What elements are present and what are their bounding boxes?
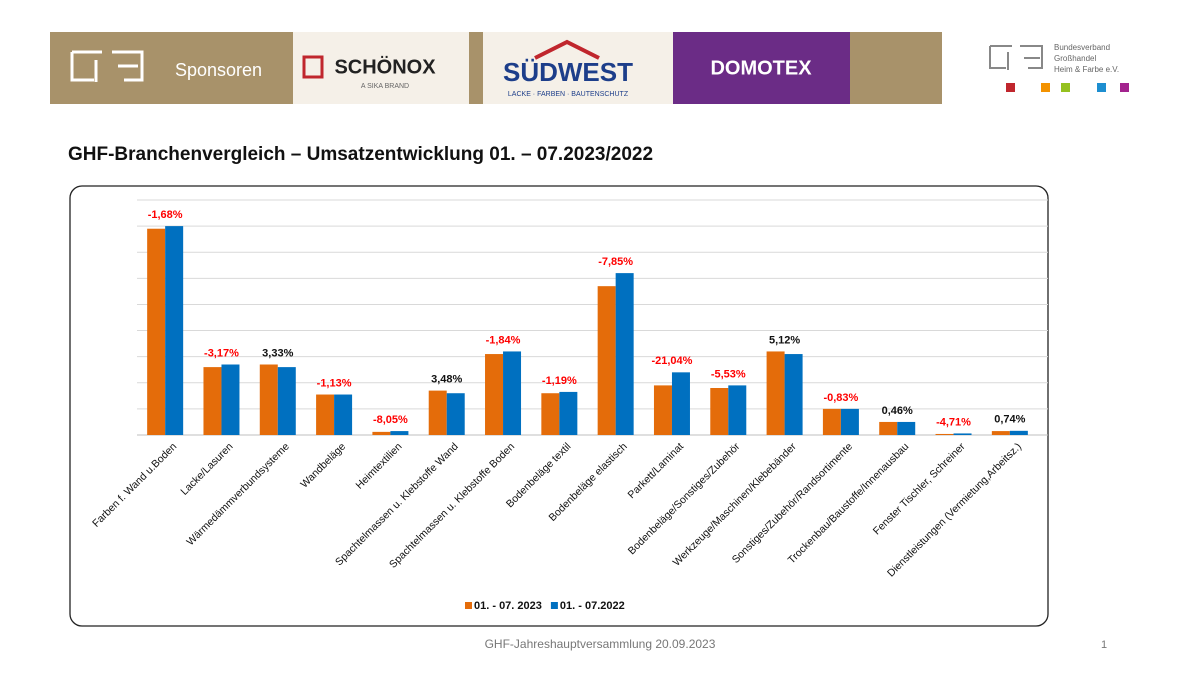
association-line: Bundesverband: [1054, 43, 1110, 52]
change-label: 3,33%: [262, 347, 293, 359]
bar: [615, 273, 634, 435]
change-label: -4,71%: [936, 416, 971, 428]
bar: [784, 354, 803, 435]
suedwest-logo: SÜDWEST: [503, 57, 633, 87]
color-square: [1041, 83, 1050, 92]
change-label: -3,17%: [204, 347, 239, 359]
ghf-logo-small: [989, 45, 1043, 70]
change-label: -1,19%: [542, 375, 577, 387]
change-label: 3,48%: [431, 374, 462, 386]
schoenox-sub: A SIKA BRAND: [361, 83, 409, 90]
bar: [203, 367, 222, 435]
sponsors-label: Sponsoren: [175, 60, 262, 80]
bar: [653, 385, 672, 435]
legend-label: 01. - 07. 2023: [474, 600, 542, 612]
change-label: -7,85%: [598, 256, 633, 268]
change-label: -8,05%: [373, 414, 408, 426]
change-label: -0,83%: [823, 392, 858, 404]
bar: [485, 354, 504, 435]
bar: [1009, 430, 1028, 435]
banner-suedwest: [483, 32, 673, 104]
bar: [503, 351, 522, 435]
bar: [879, 421, 898, 435]
bar: [822, 408, 841, 435]
color-square: [1061, 83, 1070, 92]
change-label: -1,84%: [486, 334, 521, 346]
change-label: 0,46%: [882, 405, 913, 417]
banner-ghf: [50, 32, 293, 104]
schoenox-logo: SCHÖNOX: [334, 55, 436, 78]
bar: [390, 431, 409, 435]
banner-domotex: [673, 32, 850, 104]
bar: [897, 421, 916, 435]
association-line: Großhandel: [1054, 54, 1096, 63]
bar: [277, 367, 296, 435]
suedwest-roof: [534, 39, 600, 60]
legend-swatch: [465, 602, 472, 609]
bar: [165, 226, 184, 435]
bar: [766, 351, 785, 435]
footer-text: GHF-Jahreshauptversammlung 20.09.2023: [485, 637, 716, 651]
change-label: -1,13%: [317, 377, 352, 389]
suedwest-sub: LACKE · FARBEN · BAUTENSCHUTZ: [508, 91, 629, 98]
chart-title: GHF-Branchenvergleich – Umsatzentwicklun…: [68, 144, 653, 165]
association-line: Heim & Farbe e.V.: [1054, 65, 1119, 74]
bar: [541, 393, 560, 435]
bar: [221, 364, 240, 435]
bar: [953, 433, 972, 435]
bar: [446, 393, 465, 435]
bar: [259, 364, 278, 435]
bar: [597, 286, 616, 435]
bar: [316, 394, 335, 435]
bar: [991, 431, 1010, 435]
color-square: [1097, 83, 1106, 92]
bar: [935, 433, 954, 435]
schoenox-icon: [302, 55, 324, 79]
bar: [840, 408, 859, 435]
bar: [559, 391, 578, 435]
change-label: -1,68%: [148, 209, 183, 221]
change-label: 5,12%: [769, 334, 800, 346]
color-square: [1006, 83, 1015, 92]
change-label: 0,74%: [994, 414, 1025, 426]
banner-end: [850, 32, 942, 104]
page-number: 1: [1101, 639, 1107, 651]
domotex-logo: DOMOTEX: [710, 57, 812, 79]
legend-swatch: [550, 602, 558, 609]
bar: [147, 228, 166, 435]
bar: [710, 388, 729, 435]
bar: [671, 372, 690, 435]
bar: [728, 385, 747, 435]
bar: [372, 431, 391, 435]
color-square: [1120, 83, 1129, 92]
ghf-logo: [70, 50, 144, 82]
legend-label: 01. - 07.2022: [560, 600, 625, 612]
bar: [334, 394, 353, 435]
bar: [428, 390, 447, 435]
banner-gap: [469, 32, 483, 104]
change-label: -5,53%: [711, 368, 746, 380]
change-label: -21,04%: [651, 355, 692, 367]
